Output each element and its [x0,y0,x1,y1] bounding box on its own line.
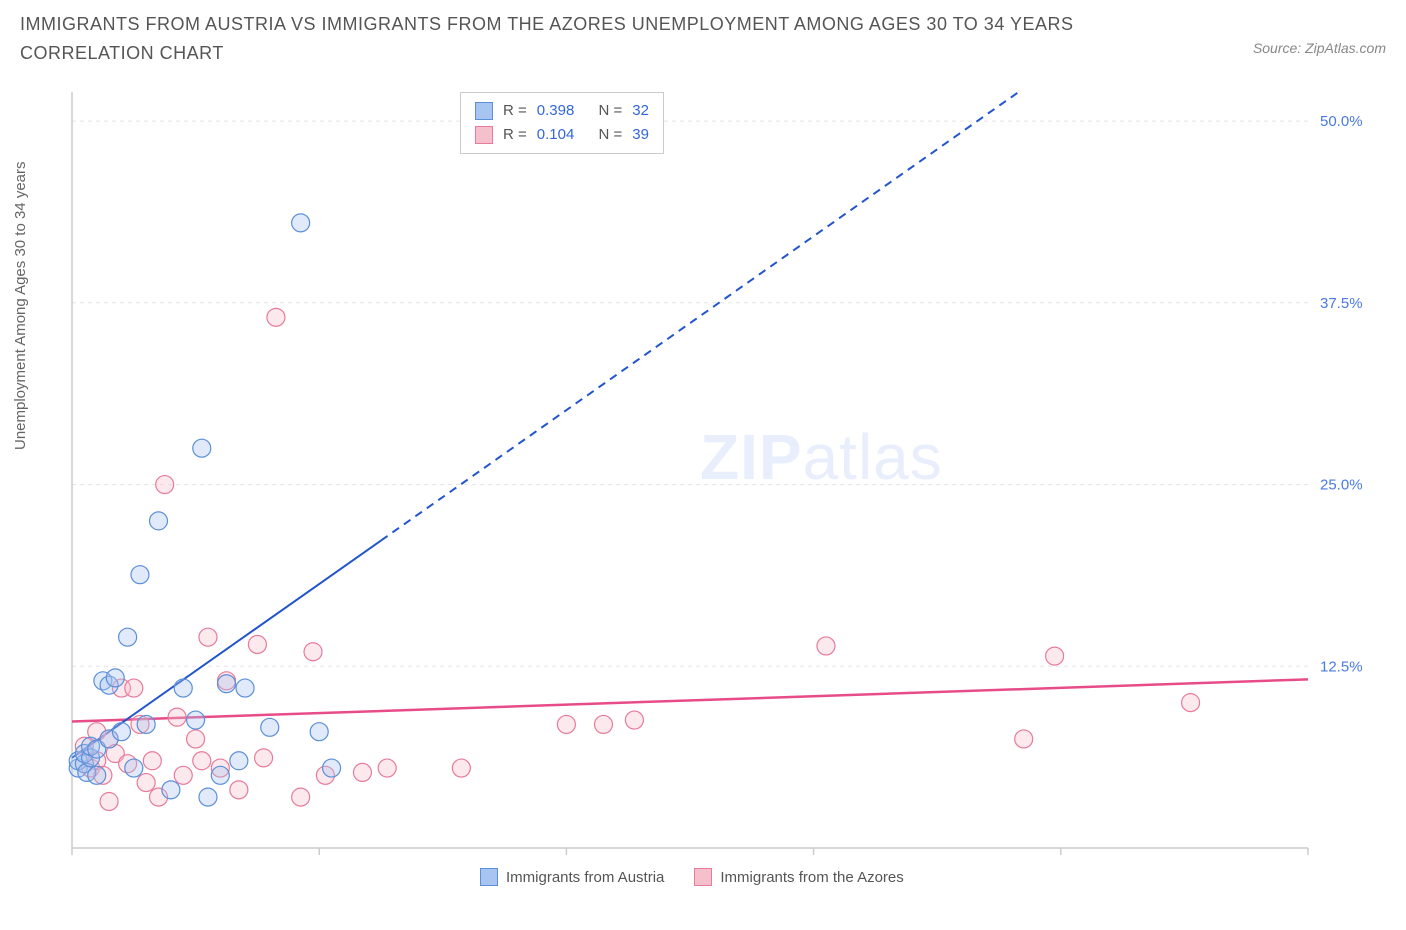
legend-label: Immigrants from Austria [506,869,664,886]
svg-text:25.0%: 25.0% [1320,477,1363,494]
legend-item-austria: Immigrants from Austria [480,868,664,886]
correlation-legend: R = 0.398 N = 32 R = 0.104 N = 39 [460,92,664,154]
swatch-austria [475,102,493,120]
y-axis-label: Unemployment Among Ages 30 to 34 years [12,161,29,450]
n-label: N = [598,123,622,147]
legend-label: Immigrants from the Azores [720,869,903,886]
swatch-austria [480,868,498,886]
svg-text:50.0%: 50.0% [1320,113,1363,130]
legend-item-azores: Immigrants from the Azores [694,868,903,886]
watermark: ZIPatlas [700,420,943,494]
series-legend: Immigrants from Austria Immigrants from … [480,868,904,886]
legend-row-austria: R = 0.398 N = 32 [475,99,649,123]
source-label: Source: ZipAtlas.com [1253,10,1386,56]
n-value: 39 [632,123,649,147]
svg-text:37.5%: 37.5% [1320,295,1363,312]
legend-row-azores: R = 0.104 N = 39 [475,123,649,147]
swatch-azores [475,126,493,144]
n-label: N = [598,99,622,123]
r-value: 0.398 [537,99,575,123]
swatch-azores [694,868,712,886]
r-label: R = [503,123,527,147]
svg-text:12.5%: 12.5% [1320,658,1363,675]
r-label: R = [503,99,527,123]
chart-title: IMMIGRANTS FROM AUSTRIA VS IMMIGRANTS FR… [20,10,1140,68]
n-value: 32 [632,99,649,123]
r-value: 0.104 [537,123,575,147]
